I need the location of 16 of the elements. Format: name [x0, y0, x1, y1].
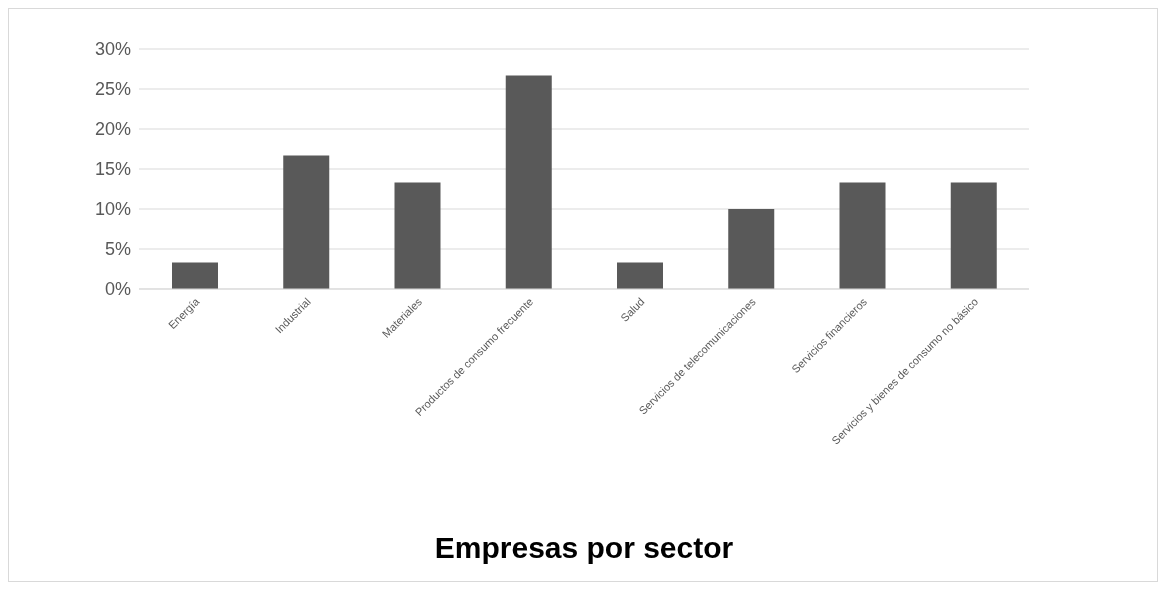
bar	[839, 182, 886, 289]
bar	[394, 182, 441, 289]
y-tick-label: 15%	[94, 159, 131, 180]
y-tick-label: 10%	[94, 199, 131, 220]
y-tick-label: 20%	[94, 119, 131, 140]
y-tick-label: 30%	[94, 39, 131, 60]
bar	[950, 182, 997, 289]
y-tick-label: 25%	[94, 79, 131, 100]
bar	[283, 155, 330, 289]
bar	[728, 209, 775, 289]
bar	[617, 262, 663, 289]
bar	[505, 75, 552, 289]
text: Empresas por sector	[433, 531, 735, 565]
y-tick-label: 5%	[104, 239, 131, 260]
y-tick-label: 0%	[104, 279, 131, 300]
bar	[172, 262, 218, 289]
